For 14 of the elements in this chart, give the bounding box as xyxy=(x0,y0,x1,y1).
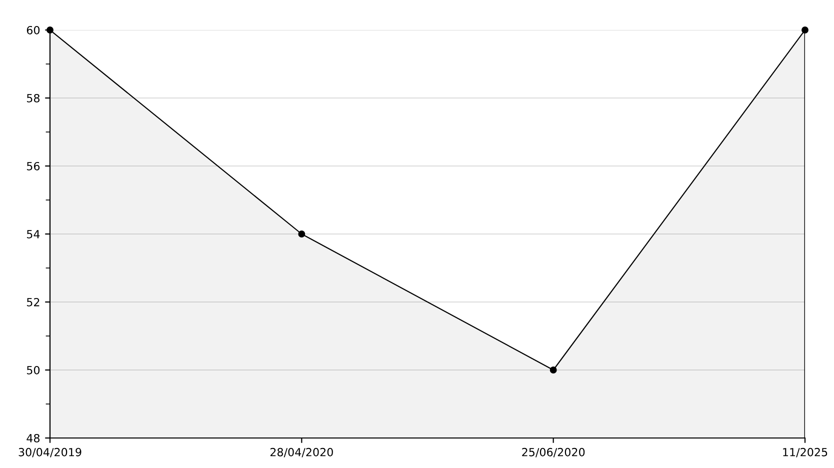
point xyxy=(550,366,557,374)
y-tick-label: 48 xyxy=(26,434,40,442)
x-tick-label: 28/04/2020 xyxy=(270,448,333,458)
x-tick-label: 11/2025 xyxy=(783,448,828,458)
y-tick-label: 58 xyxy=(26,94,40,102)
y-tick-label: 56 xyxy=(26,162,40,170)
point xyxy=(298,230,306,238)
point xyxy=(802,26,808,34)
y-tick-label: 60 xyxy=(26,26,40,34)
x-tick-label: 25/06/2020 xyxy=(522,448,585,458)
y-tick-label: 52 xyxy=(26,298,40,306)
y-tick-label: 50 xyxy=(26,366,40,374)
x-tick-label: 30/04/2019 xyxy=(18,448,82,458)
y-tick-label: 54 xyxy=(26,230,40,238)
